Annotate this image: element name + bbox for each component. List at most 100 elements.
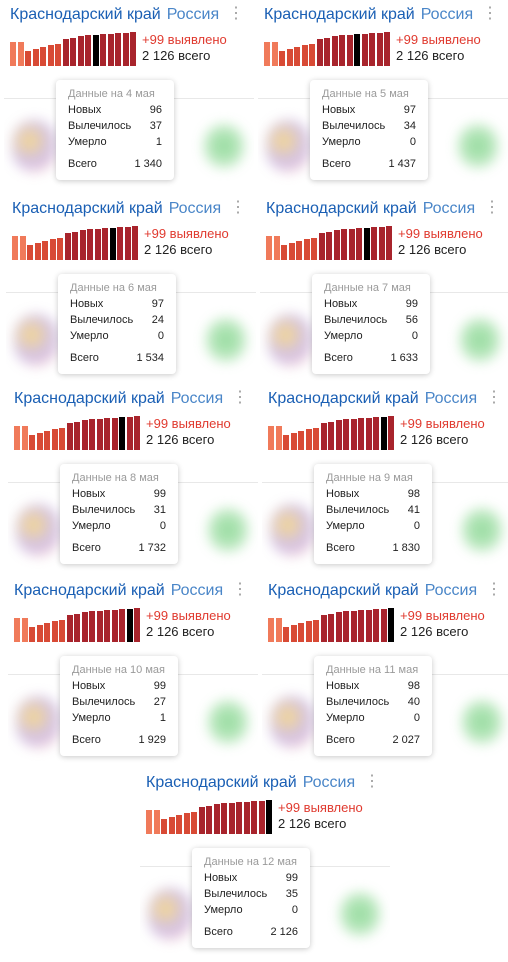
chart-bar[interactable] xyxy=(324,38,330,66)
chart-bar[interactable] xyxy=(191,812,197,834)
chart-bar[interactable] xyxy=(122,33,129,66)
chart-bar[interactable] xyxy=(236,802,242,834)
chart-bar[interactable] xyxy=(115,33,121,66)
chart-bar[interactable] xyxy=(36,625,43,642)
cases-bar-chart[interactable] xyxy=(268,416,396,450)
chart-bar[interactable] xyxy=(301,45,308,66)
chart-bar[interactable] xyxy=(346,35,353,66)
cases-bar-chart[interactable] xyxy=(14,416,142,450)
chart-bar[interactable] xyxy=(70,38,76,66)
chart-bar[interactable] xyxy=(275,618,282,642)
chart-bar[interactable] xyxy=(132,226,138,260)
chart-bar[interactable] xyxy=(363,228,370,260)
chart-bar[interactable] xyxy=(268,426,274,450)
country-link[interactable]: Россия xyxy=(424,582,478,599)
country-link[interactable]: Россия xyxy=(168,200,222,217)
chart-bar[interactable] xyxy=(51,429,58,450)
chart-bar[interactable] xyxy=(264,42,270,66)
chart-bar[interactable] xyxy=(335,420,342,450)
chart-bar[interactable] xyxy=(271,42,278,66)
chart-bar[interactable] xyxy=(104,418,110,450)
cases-bar-chart[interactable] xyxy=(264,32,392,66)
chart-bar[interactable] xyxy=(365,418,372,450)
chart-bar[interactable] xyxy=(40,47,46,66)
chart-bar[interactable] xyxy=(358,418,364,450)
chart-bar[interactable] xyxy=(296,241,302,260)
chart-bar[interactable] xyxy=(258,801,265,834)
country-link[interactable]: Россия xyxy=(422,200,476,217)
chart-bar[interactable] xyxy=(369,33,375,66)
chart-bar[interactable] xyxy=(283,435,289,450)
chart-bar[interactable] xyxy=(109,228,116,260)
chart-bar[interactable] xyxy=(331,36,338,66)
region-link[interactable]: Краснодарский край xyxy=(264,6,415,23)
cases-bar-chart[interactable] xyxy=(10,32,138,66)
chart-bar[interactable] xyxy=(42,241,48,260)
region-link[interactable]: Краснодарский край xyxy=(14,390,165,407)
chart-bar[interactable] xyxy=(380,609,387,642)
chart-bar[interactable] xyxy=(294,47,300,66)
chart-bar[interactable] xyxy=(286,49,293,66)
chart-bar[interactable] xyxy=(10,42,16,66)
chart-bar[interactable] xyxy=(268,618,274,642)
chart-bar[interactable] xyxy=(350,419,357,450)
chart-bar[interactable] xyxy=(102,228,108,260)
chart-bar[interactable] xyxy=(29,435,35,450)
chart-bar[interactable] xyxy=(279,51,285,66)
chart-bar[interactable] xyxy=(318,233,325,260)
chart-bar[interactable] xyxy=(66,423,73,450)
chart-bar[interactable] xyxy=(89,611,95,642)
chart-bar[interactable] xyxy=(343,611,349,642)
chart-bar[interactable] xyxy=(44,623,50,642)
chart-bar[interactable] xyxy=(305,621,312,642)
chart-bar[interactable] xyxy=(388,608,394,642)
chart-bar[interactable] xyxy=(74,614,80,642)
chart-bar[interactable] xyxy=(386,226,392,260)
chart-bar[interactable] xyxy=(354,34,360,66)
chart-bar[interactable] xyxy=(303,239,310,260)
chart-bar[interactable] xyxy=(81,420,88,450)
chart-bar[interactable] xyxy=(89,419,95,450)
chart-bar[interactable] xyxy=(283,627,289,642)
chart-bar[interactable] xyxy=(130,32,136,66)
cases-bar-chart[interactable] xyxy=(266,226,394,260)
chart-bar[interactable] xyxy=(104,610,110,642)
chart-bar[interactable] xyxy=(19,236,26,260)
chart-bar[interactable] xyxy=(107,34,114,66)
region-link[interactable]: Краснодарский край xyxy=(268,390,419,407)
chart-bar[interactable] xyxy=(119,417,125,450)
chart-bar[interactable] xyxy=(92,35,99,66)
chart-bar[interactable] xyxy=(371,227,377,260)
chart-bar[interactable] xyxy=(57,238,63,260)
chart-bar[interactable] xyxy=(17,42,24,66)
chart-bar[interactable] xyxy=(79,230,86,260)
chart-bar[interactable] xyxy=(290,625,297,642)
vertical-dots-icon[interactable]: ⋮ xyxy=(482,5,498,22)
chart-bar[interactable] xyxy=(305,429,312,450)
chart-bar[interactable] xyxy=(333,230,340,260)
chart-bar[interactable] xyxy=(275,426,282,450)
chart-bar[interactable] xyxy=(228,803,235,834)
chart-bar[interactable] xyxy=(59,620,65,642)
chart-bar[interactable] xyxy=(221,803,227,834)
chart-bar[interactable] xyxy=(183,813,190,834)
chart-bar[interactable] xyxy=(34,243,41,260)
chart-bar[interactable] xyxy=(59,428,65,450)
vertical-dots-icon[interactable]: ⋮ xyxy=(232,581,248,598)
region-link[interactable]: Краснодарский край xyxy=(266,200,417,217)
chart-bar[interactable] xyxy=(134,608,140,642)
chart-bar[interactable] xyxy=(365,610,372,642)
chart-bar[interactable] xyxy=(341,229,347,260)
chart-bar[interactable] xyxy=(32,49,39,66)
chart-bar[interactable] xyxy=(29,627,35,642)
chart-bar[interactable] xyxy=(100,34,106,66)
chart-bar[interactable] xyxy=(281,245,287,260)
chart-bar[interactable] xyxy=(316,39,323,66)
chart-bar[interactable] xyxy=(384,32,390,66)
chart-bar[interactable] xyxy=(21,618,28,642)
chart-bar[interactable] xyxy=(47,45,54,66)
chart-bar[interactable] xyxy=(206,806,212,834)
chart-bar[interactable] xyxy=(87,229,93,260)
chart-bar[interactable] xyxy=(94,229,101,260)
chart-bar[interactable] xyxy=(273,236,280,260)
